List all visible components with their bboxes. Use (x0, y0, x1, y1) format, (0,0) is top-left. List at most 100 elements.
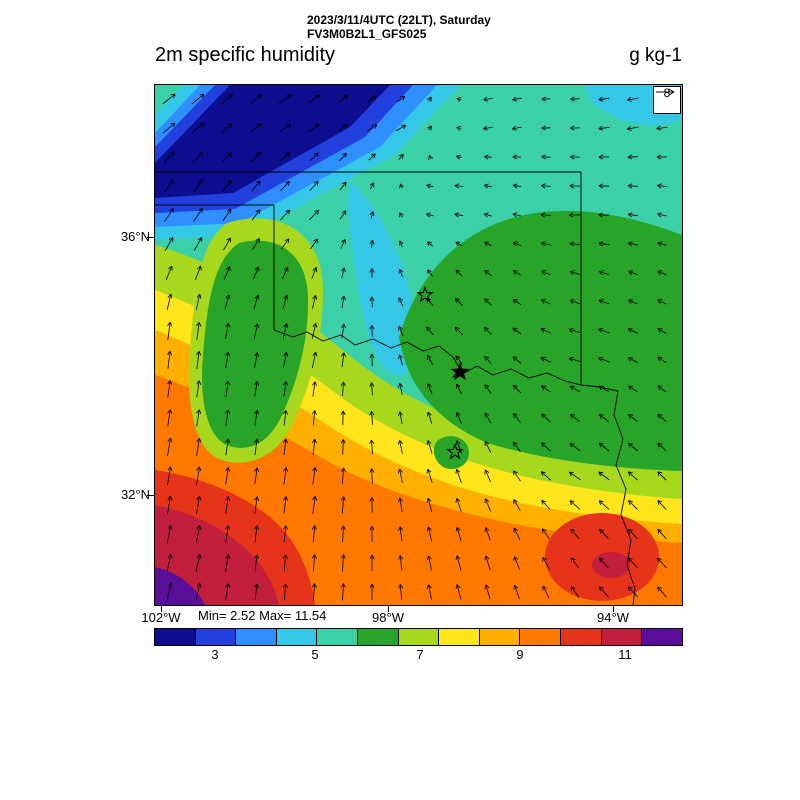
wind-arrow-icon (657, 471, 667, 481)
wind-arrow-icon (598, 471, 610, 481)
wind-arrow-icon (251, 180, 261, 192)
wind-arrow-icon (657, 183, 667, 189)
units-label: g kg-1 (629, 45, 682, 66)
wind-arrow-icon (254, 496, 260, 514)
wind-arrow-icon (456, 154, 462, 160)
wind-arrow-icon (340, 295, 346, 309)
wind-arrow-icon (167, 495, 173, 514)
wind-arrow-icon (196, 321, 202, 340)
wind-arrow-icon (628, 528, 638, 540)
colorbar-segment-cyan (276, 629, 318, 645)
wind-arrow-icon (598, 96, 610, 102)
wind-arrow-icon (222, 180, 232, 192)
wind-arrow-icon (541, 183, 551, 189)
wind-arrow-icon (484, 527, 491, 541)
wind-arrow-icon (628, 442, 638, 452)
wind-arrow-icon (541, 154, 551, 160)
wind-arrow-icon (280, 238, 290, 250)
wind-arrow-icon (657, 557, 667, 569)
wind-arrow-icon (657, 586, 667, 598)
wind-arrow-icon (251, 209, 261, 221)
wind-arrow-icon (166, 293, 173, 310)
wind-arrow-icon (484, 584, 491, 600)
wind-arrow-icon (397, 440, 403, 454)
wind-arrow-icon (309, 209, 320, 221)
wind-arrow-icon (254, 525, 260, 543)
wind-arrow-icon (598, 154, 610, 160)
colorbar-segment-blue (195, 629, 237, 645)
wind-arrow-icon (282, 295, 289, 309)
wind-arrow-icon (540, 328, 552, 334)
wind-arrow-icon (541, 241, 551, 247)
wind-arrow-icon (279, 152, 291, 162)
wind-arrow-icon (311, 525, 317, 543)
wind-arrow-icon (340, 525, 346, 543)
wind-arrow-icon (484, 555, 491, 571)
wind-arrow-icon (166, 553, 173, 572)
wind-arrow-icon (454, 326, 463, 336)
wind-arrow-icon (225, 583, 231, 601)
wind-arrow-icon (369, 268, 375, 278)
wind-arrow-icon (398, 526, 404, 542)
wind-arrow-icon (512, 270, 522, 276)
wind-arrow-icon (455, 241, 463, 247)
y-tick-label-36n: 36°N (120, 229, 150, 244)
wind-arrow-icon (311, 267, 318, 279)
wind-arrow-icon (221, 93, 233, 105)
wind-arrow-icon (598, 125, 610, 131)
colorbar-tick-label: 9 (516, 647, 524, 662)
wind-arrow-icon (340, 352, 346, 368)
wind-arrow-icon (513, 470, 521, 482)
wind-arrow-icon (369, 211, 375, 219)
wind-arrow-icon (398, 354, 403, 366)
wind-arrow-icon (311, 410, 317, 426)
wind-arrow-icon (369, 411, 375, 425)
wind-arrow-icon (311, 583, 317, 601)
wind-arrow-icon (569, 385, 581, 393)
wind-arrow-icon (657, 442, 667, 452)
wind-arrow-icon (426, 411, 433, 425)
wind-arrow-icon (283, 496, 289, 514)
wind-arrow-icon (455, 555, 462, 571)
wind-arrow-icon (254, 381, 260, 397)
wind-arrow-icon (196, 466, 202, 486)
wind-arrow-icon (282, 583, 288, 601)
wind-arrow-icon (455, 269, 463, 277)
wind-arrow-icon (282, 266, 289, 279)
wind-arrow-icon (484, 298, 492, 306)
wind-arrow-icon (250, 94, 263, 104)
wind-arrow-icon (484, 154, 492, 160)
wind-arrow-icon (628, 414, 638, 422)
wind-arrow-icon (628, 385, 638, 393)
wind-arrow-icon (542, 528, 550, 540)
wind-arrow-icon (569, 241, 581, 247)
wind-arrow-icon (427, 383, 433, 395)
wind-vectors (162, 93, 668, 601)
wind-arrow-icon (657, 356, 667, 364)
colorbar-segment-red (561, 629, 602, 645)
wind-arrow-icon (627, 557, 639, 569)
wind-arrow-icon (398, 154, 404, 160)
wind-arrow-icon (598, 500, 610, 510)
wind-arrow-icon (427, 355, 433, 365)
wind-arrow-icon (399, 212, 404, 218)
x-tick-label-102w: 102°W (141, 610, 181, 625)
wind-arrow-icon (627, 183, 638, 189)
wind-arrow-icon (398, 325, 404, 336)
wind-arrow-icon (627, 125, 639, 131)
wind-arrow-icon (541, 442, 551, 452)
wind-arrow-icon (627, 212, 638, 218)
colorbar-tick-label: 7 (416, 647, 424, 662)
wind-arrow-icon (193, 237, 203, 251)
wind-arrow-icon (426, 555, 432, 571)
border-red-river (273, 329, 619, 392)
wind-arrow-icon (455, 498, 462, 512)
wind-arrow-icon (568, 356, 582, 363)
wind-arrow-icon (195, 583, 202, 601)
humidity-contour-map (155, 85, 682, 605)
wind-arrow-icon (196, 409, 202, 427)
wind-arrow-icon (540, 356, 552, 363)
wind-arrow-icon (657, 270, 667, 276)
wind-arrow-icon (196, 350, 202, 369)
